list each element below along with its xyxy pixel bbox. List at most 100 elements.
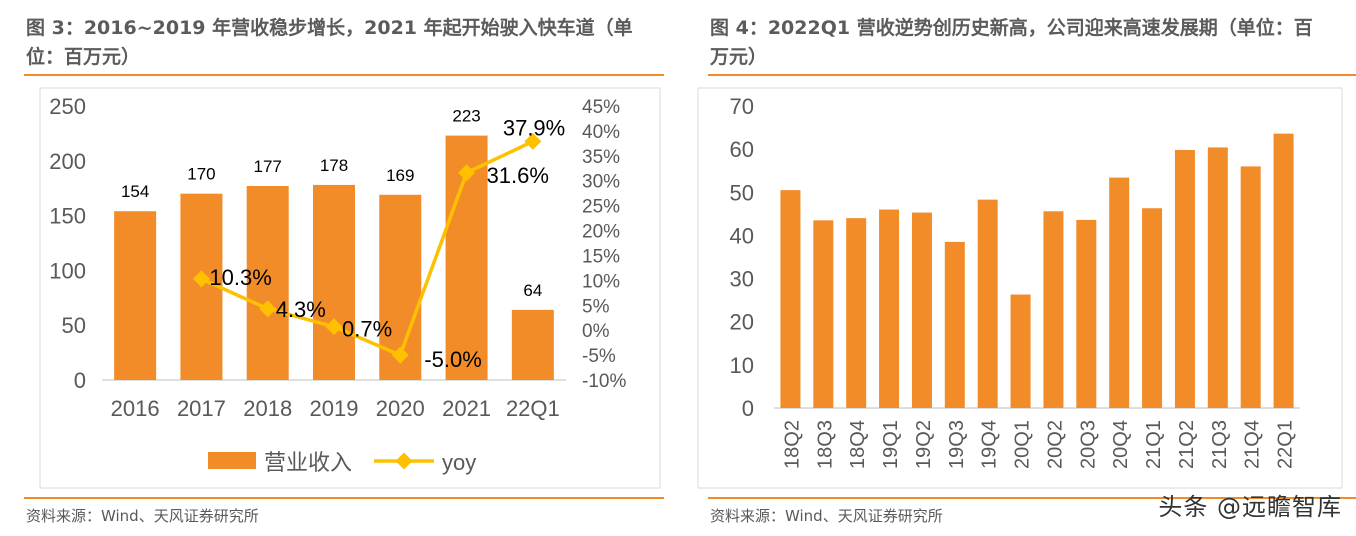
left-y-tick-label: 100	[49, 258, 86, 283]
revenue-bar-label: 177	[254, 157, 282, 176]
yoy-point-label: -5.0%	[424, 347, 481, 372]
right-chart-x-tick-label: 20Q3	[1077, 420, 1099, 469]
left-y-tick-label: 0	[74, 368, 86, 393]
left-plot-border	[39, 87, 661, 489]
revenue-bar-label: 223	[452, 107, 480, 126]
right-chart-y-tick-label: 70	[730, 94, 754, 119]
left-x-tick-label: 2020	[376, 396, 425, 421]
right-chart-x-tick-label: 20Q4	[1110, 420, 1132, 469]
quarterly-revenue-bar	[1174, 150, 1195, 408]
quarterly-revenue-bar	[977, 199, 998, 408]
right-y-tick-label: -5%	[582, 346, 616, 367]
right-y-tick-label: 0%	[582, 321, 610, 342]
right-y-tick-label: 40%	[582, 122, 620, 143]
left-chart: 0 50 100 150 200 250 -10% -5% 0% 5% 10% 15% 20% 25% 30…	[39, 87, 661, 489]
revenue-bar-label: 178	[320, 156, 348, 175]
right-chart-x-tick-label: 19Q4	[979, 420, 1001, 469]
quarterly-revenue-bar	[911, 212, 932, 408]
quarterly-revenue-bar	[813, 220, 834, 408]
right-chart-x-tick-label: 21Q4	[1242, 420, 1264, 469]
right-chart-x-tick-label: 22Q1	[1275, 420, 1297, 469]
quarterly-revenue-bar	[1010, 294, 1031, 408]
right-y-tick-label: -10%	[582, 371, 626, 392]
yoy-point	[259, 300, 277, 318]
right-chart-x-tick-label: 19Q1	[880, 420, 902, 469]
yoy-point-label: 4.3%	[276, 297, 326, 322]
quarterly-revenue-bar	[944, 241, 965, 408]
left-x-tick-label: 2018	[243, 396, 292, 421]
quarterly-revenue-bar	[1043, 211, 1064, 408]
right-chart-x-tick-label: 20Q1	[1012, 420, 1034, 469]
legend-revenue-swatch	[208, 452, 256, 469]
right-chart-y-tick-label: 40	[730, 223, 754, 248]
right-chart-x-tick-label: 21Q1	[1143, 420, 1165, 469]
legend-yoy-label: yoy	[442, 450, 476, 475]
right-y-tick-label: 25%	[582, 197, 620, 218]
left-y-tick-label: 200	[49, 149, 86, 174]
right-chart-y-tick-label: 30	[730, 267, 754, 292]
left-x-tick-label: 2017	[177, 396, 226, 421]
right-y-tick-label: 20%	[582, 222, 620, 243]
right-source-note: 资料来源：Wind、天风证券研究所	[710, 507, 943, 525]
right-chart-x-tick-label: 20Q2	[1044, 420, 1066, 469]
right-chart-x-tick-label: 18Q4	[847, 420, 869, 469]
right-chart-y-tick-label: 10	[730, 353, 754, 378]
right-chart-y-tick-label: 60	[730, 137, 754, 162]
right-y-tick-label: 5%	[582, 296, 610, 317]
right-y-tick-label: 45%	[582, 97, 620, 118]
right-title-rule	[708, 74, 1356, 76]
quarterly-revenue-bar	[1109, 177, 1130, 408]
yoy-point	[458, 164, 476, 182]
left-y-tick-label: 50	[62, 313, 86, 338]
quarterly-revenue-bar	[1240, 166, 1261, 408]
right-chart-y-tick-label: 0	[742, 396, 754, 421]
quarterly-revenue-bar	[1076, 219, 1097, 408]
right-source-rule	[708, 497, 1356, 499]
yoy-point-label: 10.3%	[209, 265, 271, 290]
watermark: 头条 @远瞻智库	[1158, 493, 1342, 521]
legend-yoy-marker	[395, 452, 413, 470]
left-source-rule	[24, 497, 664, 499]
left-source-note: 资料来源：Wind、天风证券研究所	[26, 507, 259, 525]
yoy-line	[200, 139, 534, 358]
revenue-bar-label: 169	[386, 166, 414, 185]
quarterly-revenue-bar	[846, 218, 867, 408]
revenue-bar	[246, 186, 289, 380]
right-y-tick-label: 15%	[582, 246, 620, 267]
right-chart-x-tick-label: 19Q2	[913, 420, 935, 469]
left-figure-panel: 图 3：2016~2019 年营收稳步增长，2021 年起开始驶入快车道（单位：…	[0, 0, 664, 536]
right-chart-x-tick-label: 18Q3	[814, 420, 836, 469]
yoy-point	[391, 346, 409, 364]
quarterly-revenue-bar	[1207, 147, 1228, 408]
right-y-tick-label: 30%	[582, 172, 620, 193]
yoy-point	[192, 270, 210, 288]
yoy-point-label: 37.9%	[503, 115, 565, 140]
left-x-tick-label: 2021	[442, 396, 491, 421]
right-chart-y-tick-label: 20	[730, 310, 754, 335]
yoy-point-label: 31.6%	[487, 163, 549, 188]
right-chart: 0 10 20 30 40 50 60 70 18Q2 18Q3 18Q4 19Q1 19Q2 19Q3 1…	[697, 87, 1343, 489]
right-chart-y-tick-label: 50	[730, 180, 754, 205]
yoy-point	[325, 318, 343, 336]
right-figure-title: 图 4：2022Q1 营收逆势创历史新高，公司迎来高速发展期（单位：百万元）	[710, 17, 1313, 68]
revenue-bar	[511, 309, 554, 380]
left-x-tick-label: 2016	[111, 396, 160, 421]
right-chart-x-tick-label: 21Q2	[1176, 420, 1198, 469]
revenue-bar-label: 170	[187, 165, 215, 184]
left-y-tick-label: 150	[49, 204, 86, 229]
left-x-tick-label: 2019	[310, 396, 359, 421]
legend-revenue-label: 营业收入	[264, 451, 352, 476]
revenue-bar	[114, 211, 157, 380]
yoy-point	[524, 132, 542, 150]
revenue-bar-label: 154	[121, 182, 149, 201]
left-title-rule	[24, 74, 664, 76]
right-chart-x-tick-label: 18Q2	[781, 420, 803, 469]
left-x-tick-label: 22Q1	[506, 396, 560, 421]
right-chart-x-tick-label: 21Q3	[1209, 420, 1231, 469]
quarterly-revenue-bar	[780, 190, 801, 408]
left-figure-title: 图 3：2016~2019 年营收稳步增长，2021 年起开始驶入快车道（单位：…	[26, 17, 633, 68]
left-y-tick-label: 250	[49, 94, 86, 119]
right-figure-panel: 图 4：2022Q1 营收逆势创历史新高，公司迎来高速发展期（单位：百万元） 0…	[697, 0, 1356, 536]
right-y-tick-label: 10%	[582, 271, 620, 292]
yoy-point-label: 0.7%	[342, 317, 392, 342]
